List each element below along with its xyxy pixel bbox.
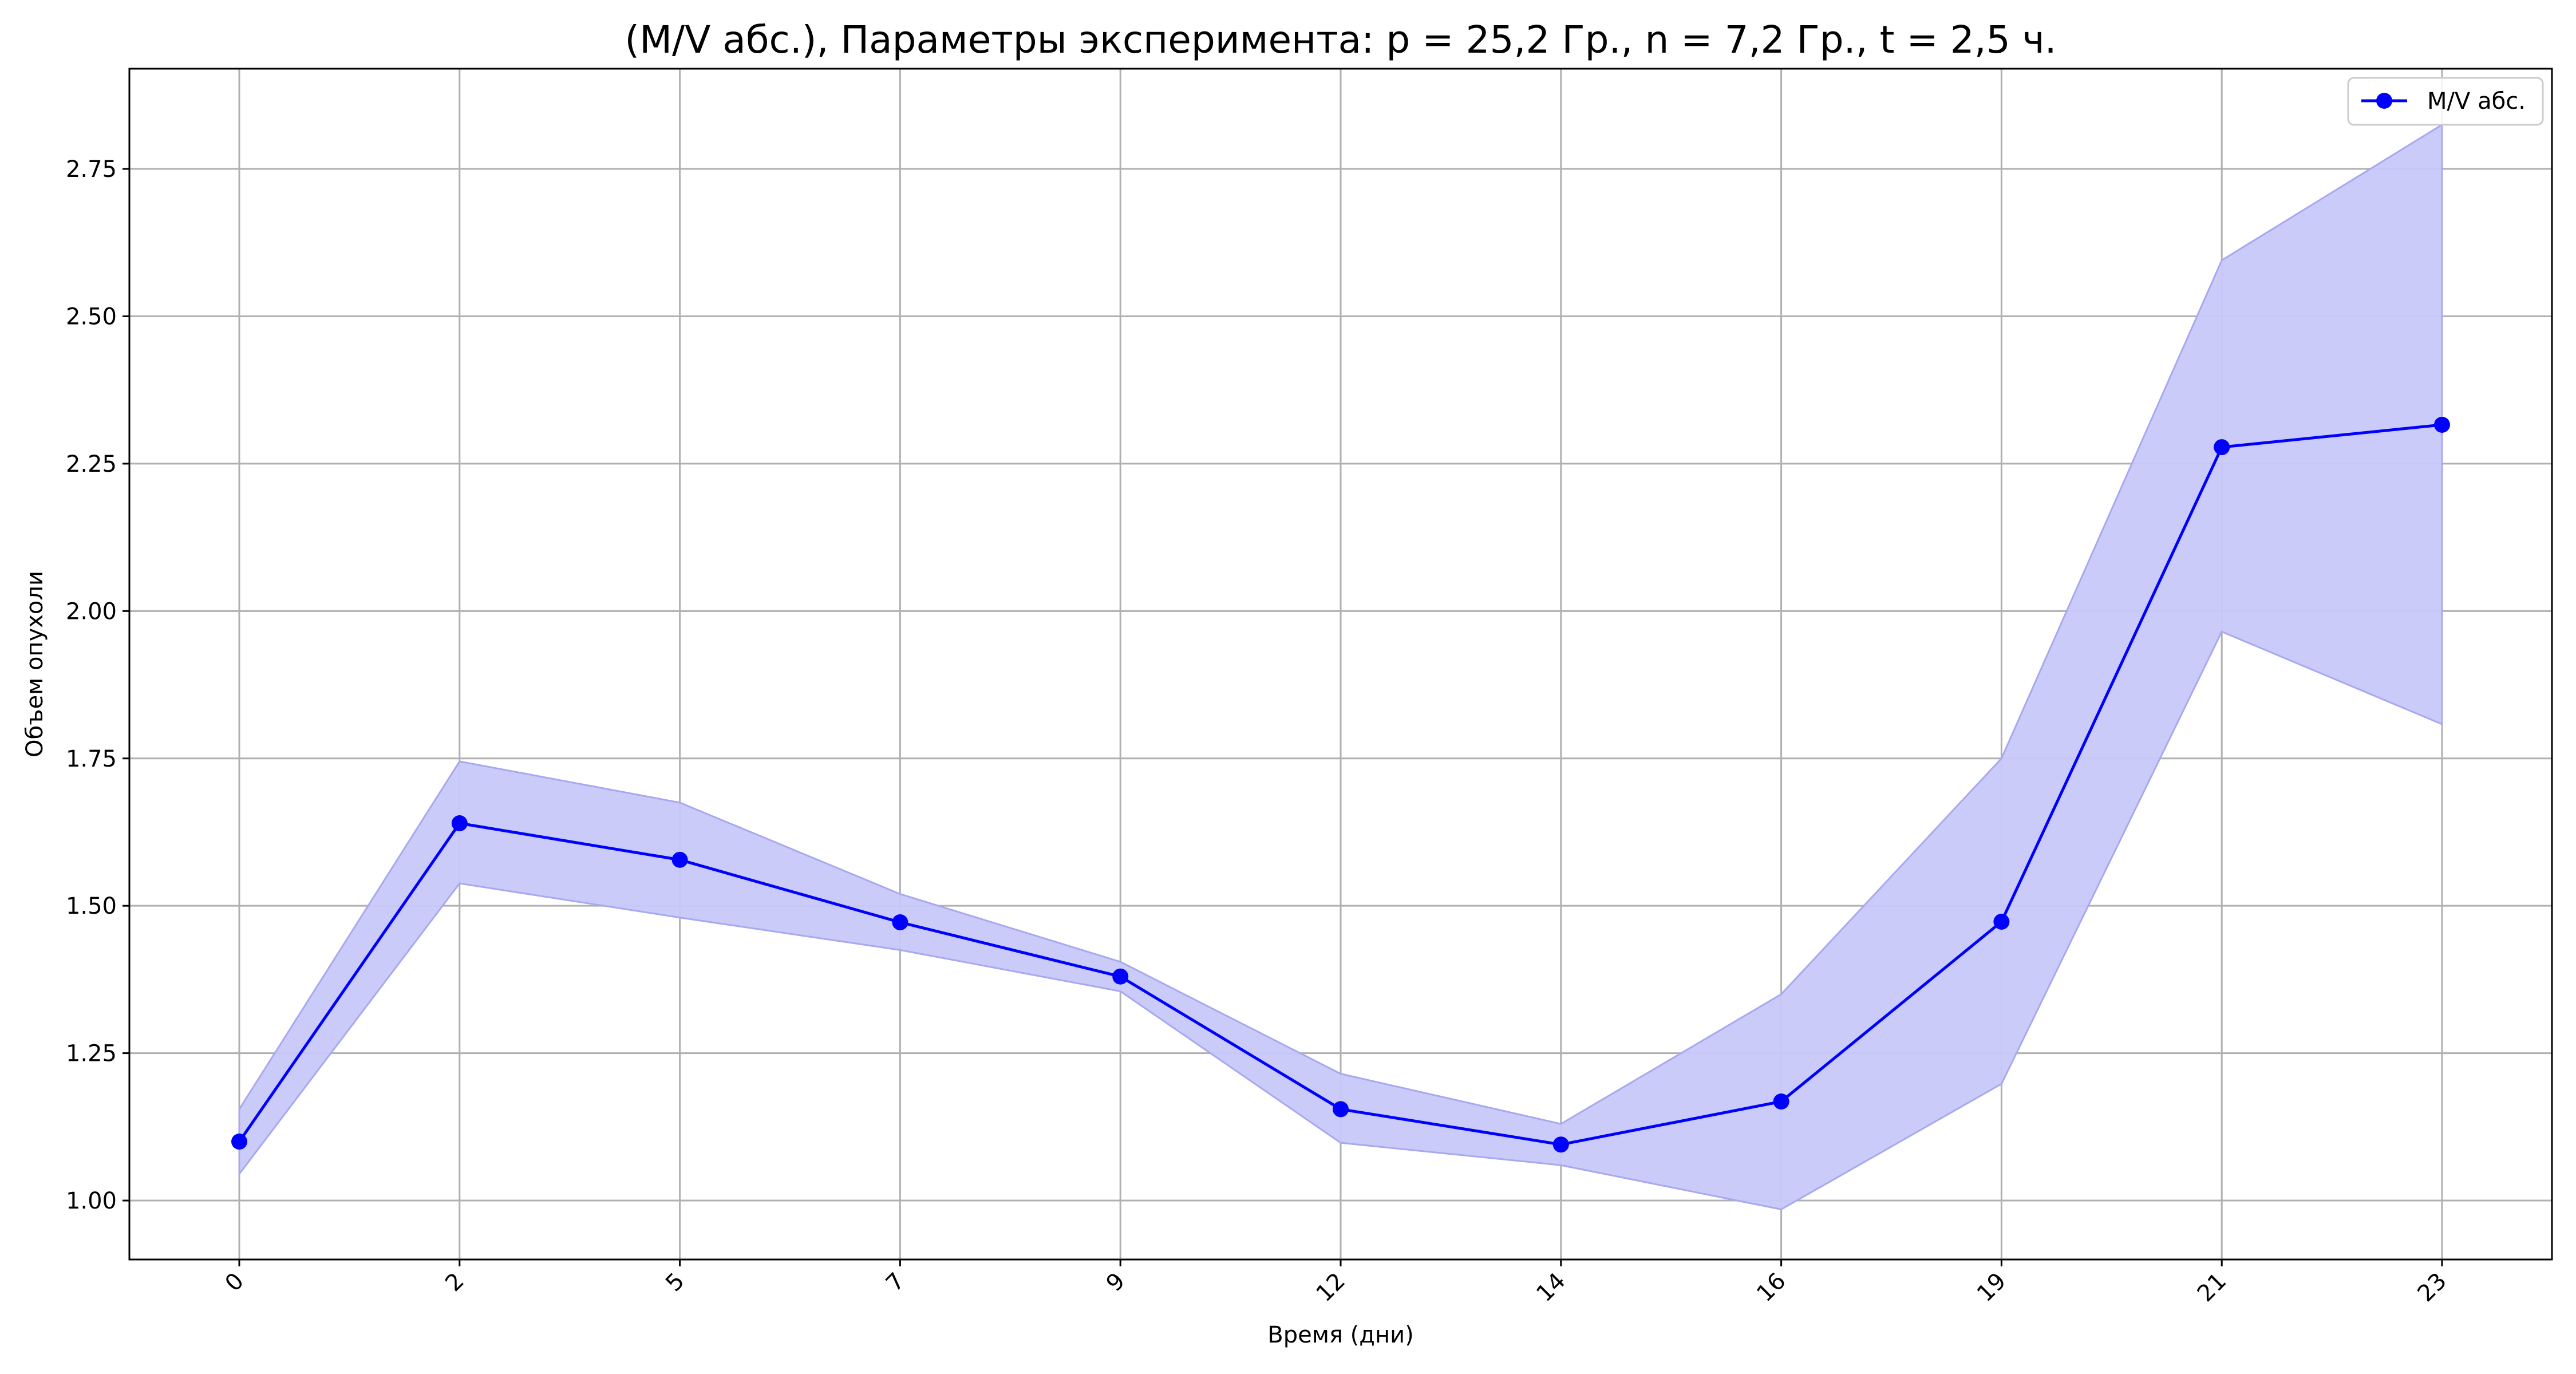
data-point xyxy=(2214,439,2230,456)
y-tick-label: 1.75 xyxy=(66,746,117,772)
data-point xyxy=(1112,968,1129,985)
y-tick-label: 1.00 xyxy=(66,1188,117,1214)
confidence-band xyxy=(238,123,2443,1211)
x-tick-label: 7 xyxy=(881,1268,910,1297)
x-tick-label: 9 xyxy=(1101,1268,1131,1297)
x-tick-label: 14 xyxy=(1531,1268,1571,1308)
y-tick-label: 1.25 xyxy=(66,1041,117,1067)
legend-box xyxy=(2347,77,2544,126)
x-axis-label: Время (дни) xyxy=(1267,1322,1413,1348)
confidence-band-layer xyxy=(238,123,2443,1211)
data-point xyxy=(1773,1093,1789,1110)
chart-title: (M/V абс.), Параметры эксперимента: p = … xyxy=(625,18,2056,62)
x-tick-label: 12 xyxy=(1311,1268,1351,1308)
y-tick-label: 2.75 xyxy=(66,156,117,183)
y-tick-label: 2.25 xyxy=(66,451,117,477)
x-tick-label: 19 xyxy=(1972,1268,2012,1308)
x-axis-ticks: 0 2 5 7 9 12 14 16 19 21 23 xyxy=(220,1260,2452,1307)
data-point xyxy=(1993,913,2010,930)
x-tick-label: 16 xyxy=(1752,1268,1791,1308)
grid xyxy=(129,69,2552,1260)
y-tick-label: 1.50 xyxy=(66,893,117,919)
x-tick-label: 23 xyxy=(2413,1268,2452,1308)
y-tick-label: 2.00 xyxy=(66,598,117,625)
data-point xyxy=(1552,1136,1569,1153)
data-points-layer xyxy=(231,416,2450,1153)
data-point xyxy=(892,914,908,931)
y-axis-ticks: 1.00 1.25 1.50 1.75 2.00 2.25 2.50 2.75 xyxy=(66,156,129,1214)
y-axis-label: Объем опухоли xyxy=(22,571,48,757)
x-tick-label: 5 xyxy=(661,1268,690,1297)
x-tick-label: 2 xyxy=(440,1268,469,1297)
y-tick-label: 2.50 xyxy=(66,303,117,330)
data-point xyxy=(671,851,688,868)
x-tick-label: 0 xyxy=(220,1268,250,1297)
data-point xyxy=(2434,416,2450,433)
data-point xyxy=(231,1134,247,1150)
x-tick-label: 21 xyxy=(2192,1268,2232,1308)
data-point xyxy=(451,815,468,832)
legend-entry: M/V абс. xyxy=(2427,88,2526,114)
legend-point-marker xyxy=(2376,93,2392,109)
legend: M/V абс. xyxy=(2347,77,2544,126)
data-point xyxy=(1333,1101,1349,1118)
